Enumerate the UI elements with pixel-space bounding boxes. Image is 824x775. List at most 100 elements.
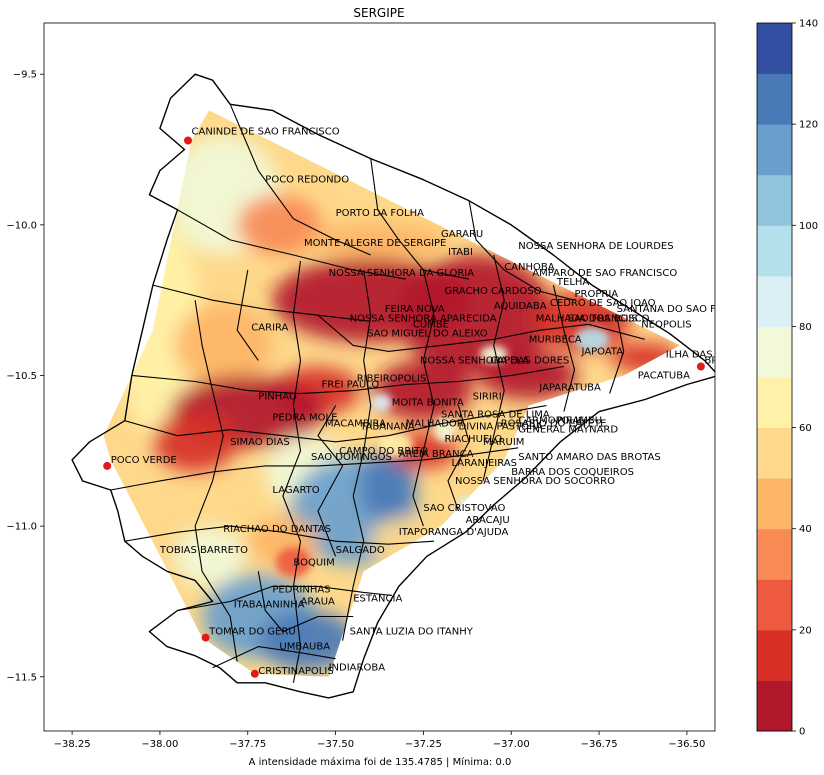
municipality-label-56: NOSSA SENHORA DO SOCORRO bbox=[455, 476, 615, 487]
municipality-border-0 bbox=[229, 104, 371, 256]
intensity-zone-24 bbox=[370, 393, 392, 412]
colorbar-band-8 bbox=[757, 275, 792, 327]
plot-frame bbox=[43, 22, 716, 732]
colorbar-tick-label-3: 60 bbox=[799, 423, 812, 434]
municipality-label-68: ITABAIANINHA bbox=[234, 600, 305, 611]
municipality-label-9: NOSSA SENHORA DA GLORIA bbox=[329, 268, 475, 279]
municipality-label-7: CANHOBA bbox=[504, 262, 555, 273]
y-tick-label-3: −11.0 bbox=[6, 522, 37, 533]
intensity-zone-11 bbox=[374, 360, 473, 421]
colorbar-frame bbox=[756, 22, 793, 732]
y-tick-label-0: −9.5 bbox=[13, 70, 37, 81]
municipality-label-17: NOSSA SENHORA APARECIDA bbox=[350, 313, 497, 324]
intensity-zone-20 bbox=[174, 526, 245, 587]
municipality-label-13: CEDRO DE SAO JOAO bbox=[550, 298, 656, 309]
station-marker-4 bbox=[696, 362, 705, 371]
municipality-label-8: AMPARO DE SAO FRANCISCO bbox=[532, 268, 677, 279]
municipality-label-26: ILHA DAS FLORES bbox=[666, 349, 754, 360]
y-tick-label-2: −10.5 bbox=[6, 371, 37, 382]
colorbar-band-7 bbox=[757, 326, 792, 378]
municipality-border-7 bbox=[124, 405, 547, 443]
municipality-label-33: PINHAO bbox=[258, 392, 297, 403]
intensity-zone-19 bbox=[258, 610, 357, 671]
municipality-label-10: TELHA bbox=[556, 277, 590, 288]
municipality-label-30: RIBEIROPOLIS bbox=[357, 374, 427, 385]
municipality-borders bbox=[110, 104, 645, 683]
municipality-label-1: POCO REDONDO bbox=[265, 175, 349, 186]
municipality-border-15 bbox=[412, 269, 435, 527]
municipality-label-62: TOBIAS BARRETO bbox=[159, 545, 248, 556]
colorbar-tick-label-4: 80 bbox=[799, 322, 812, 333]
municipality-label-31: FREI PAULO bbox=[322, 380, 380, 391]
municipality-label-20: CUMBE bbox=[413, 319, 449, 330]
x-tick-label-7: −36.50 bbox=[668, 739, 705, 750]
x-axis: −38.25 −38.00 −37.75 −37.50 −37.25 −37.00 −36.… bbox=[54, 731, 705, 750]
municipality-label-23: MURIBECA bbox=[529, 334, 582, 345]
municipality-label-35: MOITA BONITA bbox=[392, 398, 464, 409]
municipality-border-9 bbox=[124, 525, 435, 545]
municipality-label-11: GRACHO CARDOSO bbox=[445, 286, 542, 297]
municipality-label-44: GENERAL MAYNARD bbox=[518, 425, 618, 436]
municipality-label-40: PIRAMBU bbox=[557, 416, 602, 427]
plot-area: CANINDE DE SAO FRANCISCO POCO REDONDO PORT… bbox=[43, 22, 754, 732]
municipality-label-64: BOQUIM bbox=[293, 557, 334, 568]
municipality-label-42: MALHADOR bbox=[406, 419, 464, 430]
municipality-label-61: ITAPORANGA D'AJUDA bbox=[399, 527, 509, 538]
municipality-border-2 bbox=[370, 158, 470, 280]
colorbar-tick-label-2: 40 bbox=[799, 524, 812, 535]
chart-title: SERGIPE bbox=[353, 6, 404, 20]
municipality-border-11 bbox=[212, 646, 336, 669]
y-tick-label-1: −10.0 bbox=[6, 220, 37, 231]
municipality-label-45: TABANANA bbox=[359, 422, 415, 433]
municipality-label-6: ITABI bbox=[448, 247, 473, 258]
municipality-border-20 bbox=[317, 405, 344, 557]
colorbar-band-10 bbox=[757, 174, 792, 226]
state-outline bbox=[71, 73, 715, 699]
intensity-zone-25 bbox=[479, 345, 508, 364]
state-border bbox=[71, 73, 715, 699]
municipality-label-70: SANTA LUZIA DO ITANHY bbox=[350, 627, 474, 638]
municipality-border-3 bbox=[468, 200, 575, 301]
municipality-label-4: NOSSA SENHORA DE LOURDES bbox=[518, 241, 673, 252]
municipality-label-24: CARIRA bbox=[251, 322, 288, 333]
colorbar-band-2 bbox=[757, 579, 792, 631]
x-tick-label-6: −36.75 bbox=[581, 739, 618, 750]
municipality-label-0: CANINDE DE SAO FRANCISCO bbox=[192, 127, 340, 138]
municipality-label-19: SAO FRANCISCO bbox=[568, 313, 650, 324]
municipality-label-72: INDIAROBA bbox=[329, 663, 386, 674]
municipality-label-43: DIVINA PASTORA bbox=[459, 422, 543, 433]
municipality-label-39: CARMOPOLIS bbox=[518, 416, 584, 427]
municipality-label-2: PORTO DA FOLHA bbox=[336, 208, 425, 219]
intensity-zone-28 bbox=[275, 547, 311, 578]
colorbar-band-11 bbox=[757, 124, 792, 176]
municipality-label-27: NOSSA SENHORA DAS DORES bbox=[420, 355, 569, 366]
colorbar-tick-label-6: 120 bbox=[799, 120, 818, 131]
municipality-label-67: ESTANCIA bbox=[353, 594, 402, 605]
municipality-label-41: MACAMBIRA bbox=[325, 419, 386, 430]
municipality-label-49: CAMPO DO BRITO bbox=[339, 446, 428, 457]
municipality-label-21: NEOPOLIS bbox=[641, 319, 691, 330]
municipality-label-65: PEDRINHAS bbox=[272, 584, 330, 595]
municipality-label-58: SAO CRISTOVAO bbox=[423, 503, 505, 514]
x-tick-label-1: −38.00 bbox=[141, 739, 178, 750]
x-tick-label-3: −37.50 bbox=[317, 739, 354, 750]
municipality-label-60: RIACHAO DO DANTAS bbox=[223, 524, 331, 535]
municipality-label-25: JAPOATA bbox=[581, 346, 624, 357]
municipality-border-17 bbox=[552, 284, 576, 412]
municipality-label-57: LAGARTO bbox=[272, 485, 319, 496]
colorbar: 0 20 40 60 80 100 120 140 bbox=[756, 19, 818, 738]
municipality-label-38: ROSARIO DO CATETE bbox=[501, 419, 607, 430]
colorbar-band-13 bbox=[757, 23, 792, 75]
intensity-zone-23 bbox=[574, 327, 610, 352]
colorbar-band-12 bbox=[757, 73, 792, 125]
municipality-label-69: TOMAR DO GERU bbox=[208, 627, 296, 638]
colorbar-band-5 bbox=[757, 427, 792, 479]
municipality-label-37: PEDRA MOLE bbox=[272, 413, 337, 424]
municipality-border-1 bbox=[177, 209, 406, 280]
municipality-label-51: SAO DOMINGOS bbox=[311, 452, 392, 463]
municipality-label-3: GARARU bbox=[441, 229, 483, 240]
municipality-label-5: MONTE ALEGRE DE SERGIPE bbox=[304, 238, 446, 249]
municipality-border-18 bbox=[609, 315, 625, 394]
municipality-border-5 bbox=[317, 314, 645, 352]
